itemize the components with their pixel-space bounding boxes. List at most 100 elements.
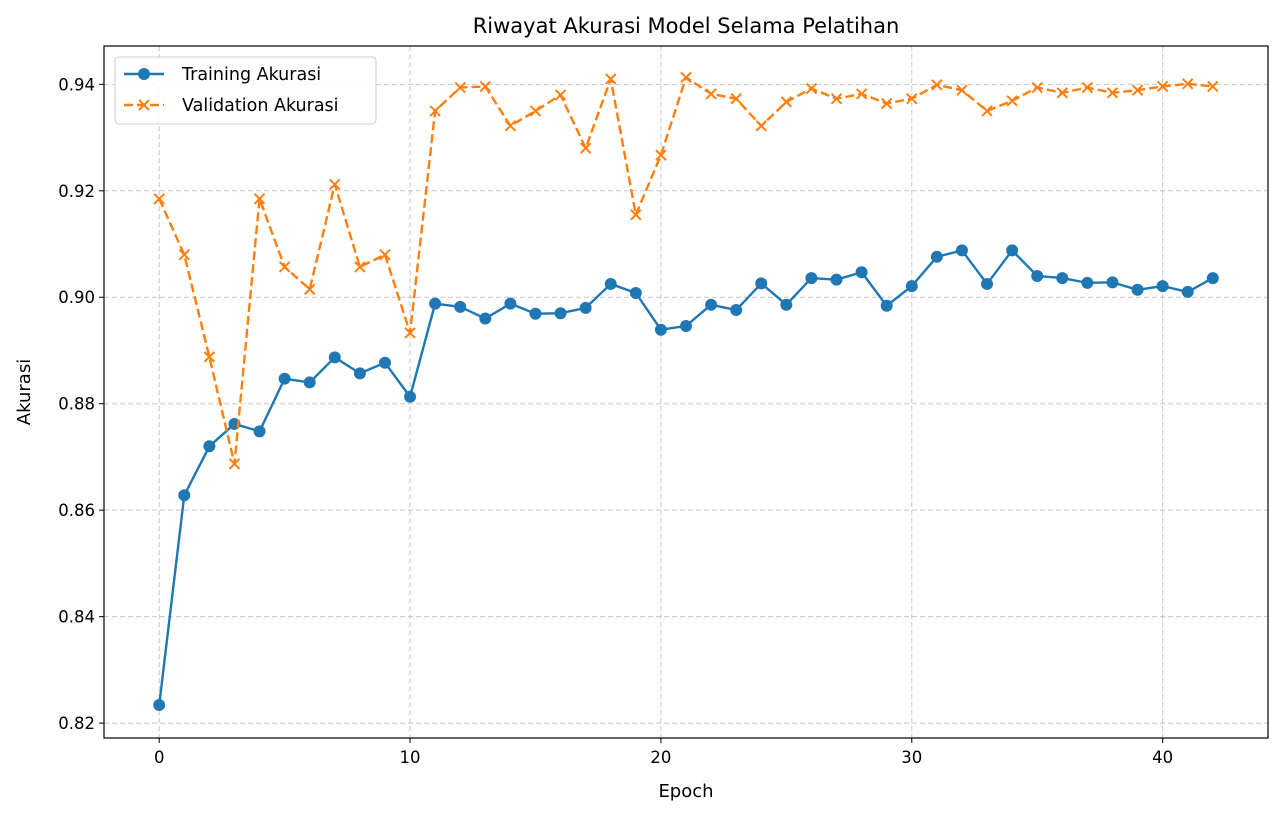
data-point [1106,276,1119,289]
data-point [178,489,191,502]
data-point [1131,84,1144,96]
data-point [655,149,667,161]
data-point [278,261,291,273]
data-point [429,297,442,310]
data-point [278,372,291,385]
data-point [1056,87,1068,99]
x-tick-label: 40 [1152,748,1173,767]
data-point [253,193,266,205]
data-point [931,79,943,91]
data-point [805,82,818,95]
data-point [529,307,542,320]
data-point [554,307,567,320]
y-axis-label: Akurasi [14,359,35,425]
legend-label: Training Akurasi [181,65,321,85]
data-point [579,301,592,314]
data-point [1206,272,1219,285]
series-training [153,244,1219,711]
data-point [906,92,918,105]
data-point [680,71,692,84]
y-tick-label: 0.92 [58,182,95,201]
data-point [1031,81,1043,94]
data-point [981,105,993,117]
x-axis: 0 10 20 30 40 [154,738,1173,767]
data-point [855,266,868,279]
data-point [429,105,441,117]
legend-box [114,56,377,125]
data-point [1006,95,1018,107]
data-point [730,304,743,317]
data-point [905,280,918,293]
data-point [378,356,391,369]
y-tick-label: 0.82 [58,714,95,733]
data-point [1156,280,1169,293]
data-point [203,351,216,363]
y-tick-label: 0.90 [58,288,95,307]
data-point [981,277,994,290]
x-tick-label: 20 [650,748,671,767]
data-point [303,283,316,295]
data-point [504,297,517,310]
legend-marker [138,99,150,111]
data-point [178,248,190,261]
data-point [354,261,366,273]
data-point [956,84,968,96]
data-point [880,97,893,110]
data-point [930,250,943,263]
data-point [404,390,417,403]
data-point [404,327,416,339]
y-tick-label: 0.88 [58,395,95,414]
data-point [579,142,592,154]
data-point [153,698,166,711]
x-tick-label: 0 [154,748,165,767]
data-point [454,81,466,94]
data-point [1106,87,1119,99]
x-tick-label: 30 [901,748,922,767]
series-layer [153,71,1219,711]
data-point [479,80,492,93]
data-point [705,88,717,100]
data-point [329,178,341,191]
legend-label: Validation Akurasi [182,96,339,116]
data-point [504,120,517,132]
data-point [479,312,492,325]
series-validation [153,71,1219,470]
data-point [730,92,742,105]
data-point [529,105,542,117]
legend-marker [138,68,150,80]
legend: Training Akurasi Validation Akurasi [114,56,377,125]
data-point [805,272,818,285]
y-axis: 0.82 0.84 0.86 0.88 0.90 0.92 0.94 [58,75,104,733]
data-point [855,88,868,100]
data-point [328,351,341,364]
chart-title: Riwayat Akurasi Model Selama Pelatihan [473,14,900,38]
data-point [830,273,843,286]
data-point [1182,78,1194,90]
data-point [1031,269,1044,282]
data-point [780,298,793,311]
data-point [203,440,216,453]
data-point [353,367,366,380]
data-point [1081,276,1094,289]
data-point [303,376,316,389]
data-point [755,120,767,132]
data-point [630,209,642,221]
data-point [153,193,165,205]
data-point [1056,272,1069,285]
data-point [605,73,617,85]
data-point [253,425,266,438]
data-point [554,89,567,101]
data-point [755,277,768,290]
data-point [379,248,391,261]
y-tick-label: 0.86 [58,501,95,520]
data-point [880,299,893,312]
data-point [1207,80,1219,93]
data-point [228,458,241,470]
data-point [654,323,667,336]
data-point [1131,283,1144,296]
data-point [680,319,692,332]
data-point [705,298,718,311]
data-point [1156,80,1169,93]
